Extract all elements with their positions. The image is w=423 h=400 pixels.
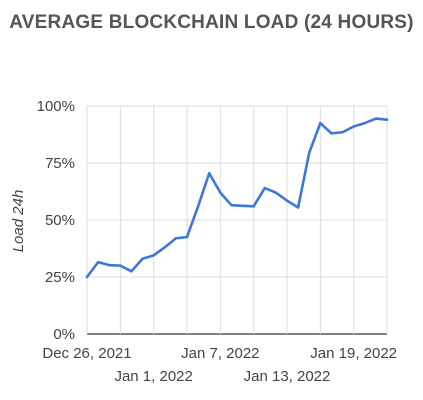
- data-point: [330, 132, 333, 135]
- data-point: [163, 246, 166, 249]
- x-tick-label: Jan 7, 2022: [181, 345, 259, 362]
- data-point: [141, 257, 144, 260]
- data-point: [185, 235, 189, 239]
- y-axis-ticks: 0% 25% 50% 75% 100%: [37, 98, 75, 343]
- x-tick-label: Jan 1, 2022: [114, 368, 192, 385]
- data-point: [130, 270, 133, 273]
- data-point: [319, 121, 322, 125]
- data-point: [219, 191, 222, 194]
- data-point: [263, 186, 266, 190]
- series: [85, 117, 389, 279]
- data-point: [196, 205, 200, 208]
- x-tick-label: Jan 19, 2022: [310, 345, 397, 362]
- data-point: [308, 151, 311, 154]
- y-tick-label: 100%: [37, 98, 75, 115]
- data-point: [241, 204, 244, 208]
- y-tick-label: 0%: [53, 326, 75, 343]
- data-point: [352, 125, 355, 128]
- data-point: [119, 264, 122, 267]
- data-point: [108, 263, 111, 267]
- y-tick-label: 75%: [45, 155, 75, 172]
- data-point: [96, 260, 100, 264]
- y-tick-label: 25%: [45, 269, 75, 286]
- gridlines: [86, 105, 388, 335]
- data-point: [285, 199, 289, 202]
- data-point: [374, 117, 378, 120]
- chart-title: AVERAGE BLOCKCHAIN LOAD (24 HOURS): [9, 12, 414, 33]
- data-point: [274, 191, 278, 194]
- data-point: [152, 254, 155, 257]
- data-point: [385, 118, 389, 121]
- series-line: [85, 117, 389, 279]
- x-tick-label: Dec 26, 2021: [42, 345, 131, 362]
- data-point: [296, 206, 300, 209]
- data-point: [85, 275, 89, 279]
- data-point: [208, 172, 211, 175]
- x-axis-ticks: Dec 26, 2021 Jan 1, 2022 Jan 7, 2022 Jan 13…: [42, 345, 397, 385]
- data-point: [174, 237, 178, 240]
- y-tick-label: 50%: [45, 212, 75, 229]
- x-tick-label: Jan 13, 2022: [244, 368, 331, 385]
- data-point: [363, 121, 366, 125]
- data-point: [230, 203, 233, 207]
- y-axis-label: Load 24h: [10, 190, 27, 253]
- data-point: [341, 131, 344, 134]
- data-point: [252, 205, 255, 208]
